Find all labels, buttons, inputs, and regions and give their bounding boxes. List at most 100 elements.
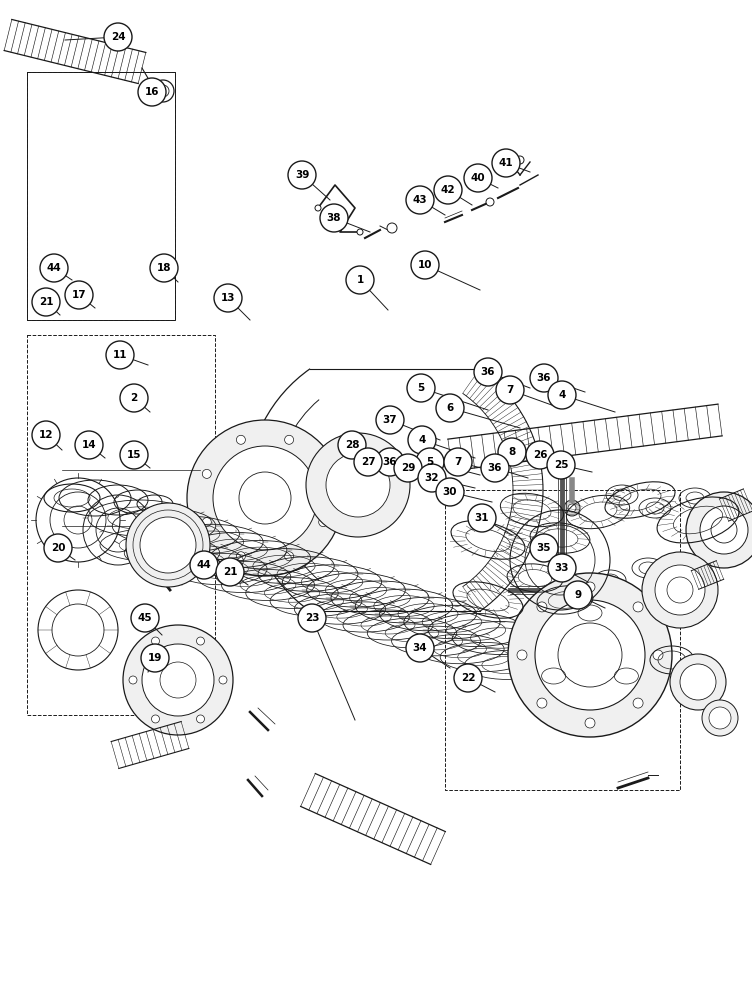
- Circle shape: [338, 431, 366, 459]
- Circle shape: [408, 426, 436, 454]
- Circle shape: [123, 625, 233, 735]
- Text: 7: 7: [454, 457, 462, 467]
- Circle shape: [464, 164, 492, 192]
- Circle shape: [670, 654, 726, 710]
- Circle shape: [564, 581, 592, 609]
- Circle shape: [131, 604, 159, 632]
- Text: 42: 42: [441, 185, 455, 195]
- Circle shape: [508, 573, 672, 737]
- Circle shape: [151, 637, 159, 645]
- Circle shape: [40, 254, 68, 282]
- Text: 35: 35: [537, 543, 551, 553]
- Circle shape: [516, 156, 524, 164]
- Text: 15: 15: [127, 450, 141, 460]
- Text: 37: 37: [383, 415, 397, 425]
- Circle shape: [142, 644, 214, 716]
- Circle shape: [190, 551, 218, 579]
- Text: 7: 7: [506, 385, 514, 395]
- Text: 30: 30: [443, 487, 457, 497]
- Text: 38: 38: [327, 213, 341, 223]
- Circle shape: [492, 149, 520, 177]
- Circle shape: [530, 534, 558, 562]
- Circle shape: [236, 435, 245, 444]
- Circle shape: [32, 288, 60, 316]
- Circle shape: [407, 374, 435, 402]
- Text: 26: 26: [532, 450, 547, 460]
- Circle shape: [387, 223, 397, 233]
- Text: 23: 23: [305, 613, 320, 623]
- Circle shape: [196, 637, 205, 645]
- Circle shape: [547, 451, 575, 479]
- Text: 41: 41: [499, 158, 514, 168]
- Text: 33: 33: [555, 563, 569, 573]
- Circle shape: [75, 431, 103, 459]
- Circle shape: [104, 23, 132, 51]
- Circle shape: [585, 718, 595, 728]
- Circle shape: [486, 198, 494, 206]
- Text: 11: 11: [113, 350, 127, 360]
- Circle shape: [700, 506, 748, 554]
- Circle shape: [346, 266, 374, 294]
- Circle shape: [418, 464, 446, 492]
- Circle shape: [680, 664, 716, 700]
- Text: 9: 9: [575, 590, 581, 600]
- Circle shape: [236, 552, 245, 561]
- Circle shape: [120, 441, 148, 469]
- Circle shape: [106, 341, 134, 369]
- Circle shape: [454, 664, 482, 692]
- Circle shape: [284, 552, 293, 561]
- Circle shape: [376, 406, 404, 434]
- Circle shape: [496, 376, 524, 404]
- Circle shape: [653, 650, 663, 660]
- Circle shape: [702, 700, 738, 736]
- Text: 10: 10: [418, 260, 432, 270]
- Circle shape: [655, 565, 705, 615]
- Circle shape: [152, 80, 174, 102]
- Circle shape: [642, 552, 718, 628]
- Circle shape: [468, 504, 496, 532]
- Text: 14: 14: [82, 440, 96, 450]
- Circle shape: [357, 229, 363, 235]
- Circle shape: [686, 492, 752, 568]
- Circle shape: [434, 176, 462, 204]
- Circle shape: [288, 161, 316, 189]
- Circle shape: [202, 469, 211, 478]
- Circle shape: [585, 582, 595, 592]
- Text: 16: 16: [144, 87, 159, 97]
- Text: 28: 28: [344, 440, 359, 450]
- Circle shape: [32, 421, 60, 449]
- Circle shape: [498, 438, 526, 466]
- Circle shape: [150, 254, 178, 282]
- Text: 44: 44: [196, 560, 211, 570]
- Text: 36: 36: [537, 373, 551, 383]
- Circle shape: [326, 453, 390, 517]
- Circle shape: [537, 602, 547, 612]
- Text: 36: 36: [488, 463, 502, 473]
- Circle shape: [129, 676, 137, 684]
- Text: 40: 40: [471, 173, 485, 183]
- Text: 6: 6: [447, 403, 453, 413]
- Circle shape: [219, 676, 227, 684]
- Circle shape: [558, 623, 622, 687]
- Text: 36: 36: [383, 457, 397, 467]
- Circle shape: [157, 85, 169, 97]
- Circle shape: [44, 534, 72, 562]
- Text: 1: 1: [356, 275, 364, 285]
- Text: 27: 27: [361, 457, 375, 467]
- Circle shape: [411, 251, 439, 279]
- Circle shape: [474, 358, 502, 386]
- Text: 5: 5: [426, 457, 434, 467]
- Text: 2: 2: [130, 393, 138, 403]
- Circle shape: [160, 662, 196, 698]
- Text: 44: 44: [47, 263, 62, 273]
- Circle shape: [319, 469, 328, 478]
- Text: 4: 4: [418, 435, 426, 445]
- Circle shape: [202, 518, 211, 527]
- Text: 21: 21: [39, 297, 53, 307]
- Circle shape: [711, 517, 737, 543]
- Circle shape: [481, 454, 509, 482]
- Text: 31: 31: [475, 513, 490, 523]
- Circle shape: [138, 78, 166, 106]
- Circle shape: [535, 600, 645, 710]
- Circle shape: [65, 281, 93, 309]
